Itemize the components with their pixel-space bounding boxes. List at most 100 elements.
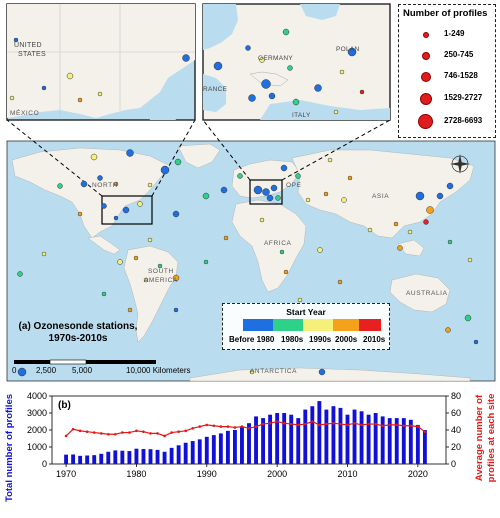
average-point <box>275 420 279 423</box>
us-zoom-box <box>101 195 153 225</box>
average-point <box>416 425 420 428</box>
average-point <box>219 425 223 428</box>
bar <box>415 424 420 464</box>
y-tick-label: 4000 <box>27 391 47 401</box>
bar <box>85 455 90 464</box>
bar <box>106 451 111 464</box>
average-line <box>65 420 426 437</box>
bar <box>324 409 329 464</box>
bar <box>113 450 118 464</box>
label-africa: AFRICA <box>264 240 292 247</box>
average-point <box>254 425 258 428</box>
bar <box>345 414 350 464</box>
average-point <box>71 427 75 431</box>
bar <box>310 406 315 464</box>
bar <box>254 416 258 464</box>
bar <box>268 414 273 464</box>
start-year-label: 1980s <box>281 335 304 344</box>
map-panel-label: (a) Ozonesonde stations, 1970s-2010s <box>18 321 138 345</box>
bar <box>204 436 209 464</box>
y-tick-label: 2000 <box>27 425 47 435</box>
bar <box>296 418 301 464</box>
bar <box>394 418 399 464</box>
average-point <box>261 422 265 426</box>
average-point <box>170 431 173 434</box>
start-year-colorbar-before-1980 <box>243 319 273 331</box>
asia-land <box>291 149 475 239</box>
average-point <box>296 423 300 427</box>
bar <box>331 406 336 464</box>
bar <box>218 433 223 464</box>
bar <box>422 430 427 464</box>
average-point <box>346 423 349 427</box>
average-point <box>163 434 166 438</box>
start-year-colorbar-2010s <box>359 319 381 331</box>
bar <box>120 450 125 464</box>
bar <box>190 441 195 464</box>
start-year-label: 2000s <box>335 335 358 344</box>
label-asia: ASIA <box>372 193 390 200</box>
average-point <box>318 423 321 427</box>
start-year-colorbar-2000s <box>333 319 359 331</box>
x-tick-label: 2010 <box>337 469 357 479</box>
bar <box>401 418 406 464</box>
bar <box>71 454 76 464</box>
label-germany: GERMANY <box>258 55 293 62</box>
antarctica-land <box>189 367 471 382</box>
y-right-tick-label: 40 <box>451 425 461 435</box>
average-point <box>149 432 152 435</box>
bar <box>92 455 97 464</box>
x-tick-label: 2000 <box>267 469 287 479</box>
average-point <box>332 421 335 425</box>
us-inset-panel <box>6 3 196 121</box>
x-tick-label: 1990 <box>197 469 217 479</box>
bar <box>282 413 287 464</box>
average-point <box>226 425 230 428</box>
south-america-land <box>123 245 179 343</box>
average-point <box>184 429 187 433</box>
average-point <box>247 427 251 430</box>
average-point <box>135 429 138 433</box>
average-point <box>402 424 406 428</box>
bar <box>380 416 385 464</box>
bar <box>183 442 188 464</box>
average-point <box>99 432 103 435</box>
x-tick-label: 2020 <box>408 469 428 479</box>
average-point <box>85 430 89 433</box>
bar <box>387 418 392 464</box>
bar <box>303 409 308 464</box>
profiles-legend-entry: 1529-2727 <box>399 91 495 109</box>
x-tick-label: 1970 <box>56 469 76 479</box>
y-right-tick-label: 80 <box>451 391 461 401</box>
africa-land <box>231 199 307 293</box>
label-france: RANCE <box>203 86 228 93</box>
label-south-america-2: AMERICA <box>144 277 178 284</box>
bar <box>99 453 104 464</box>
profiles-legend-entry: 2728-6693 <box>399 114 495 132</box>
average-point <box>367 422 370 426</box>
average-point <box>114 432 117 436</box>
average-point <box>106 432 110 436</box>
bar <box>373 413 378 464</box>
average-point <box>388 423 392 427</box>
map-panel-label-line2: 1970s-2010s <box>48 333 108 344</box>
bar <box>359 411 364 464</box>
label-antarctica: ANTARCTICA <box>250 368 298 375</box>
bar <box>134 448 139 464</box>
bar <box>240 426 244 464</box>
bar <box>247 423 251 464</box>
average-point <box>282 421 286 425</box>
start-year-colorbar-1990s <box>303 319 333 331</box>
profiles-chart: 0 1000 2000 3000 4000 0 20 40 60 80 1970 1980 1990 20… <box>4 391 497 502</box>
average-point <box>423 430 427 433</box>
average-point <box>205 423 209 427</box>
bar <box>148 449 153 464</box>
y-axis-label: Total number of profiles <box>4 394 15 502</box>
bar <box>289 414 294 464</box>
bar <box>155 449 160 464</box>
average-point <box>289 422 293 426</box>
profiles-legend-entry: 746-1528 <box>399 69 495 87</box>
average-point <box>177 430 180 433</box>
average-point <box>325 422 328 426</box>
start-year-label: 2010s <box>363 335 386 344</box>
